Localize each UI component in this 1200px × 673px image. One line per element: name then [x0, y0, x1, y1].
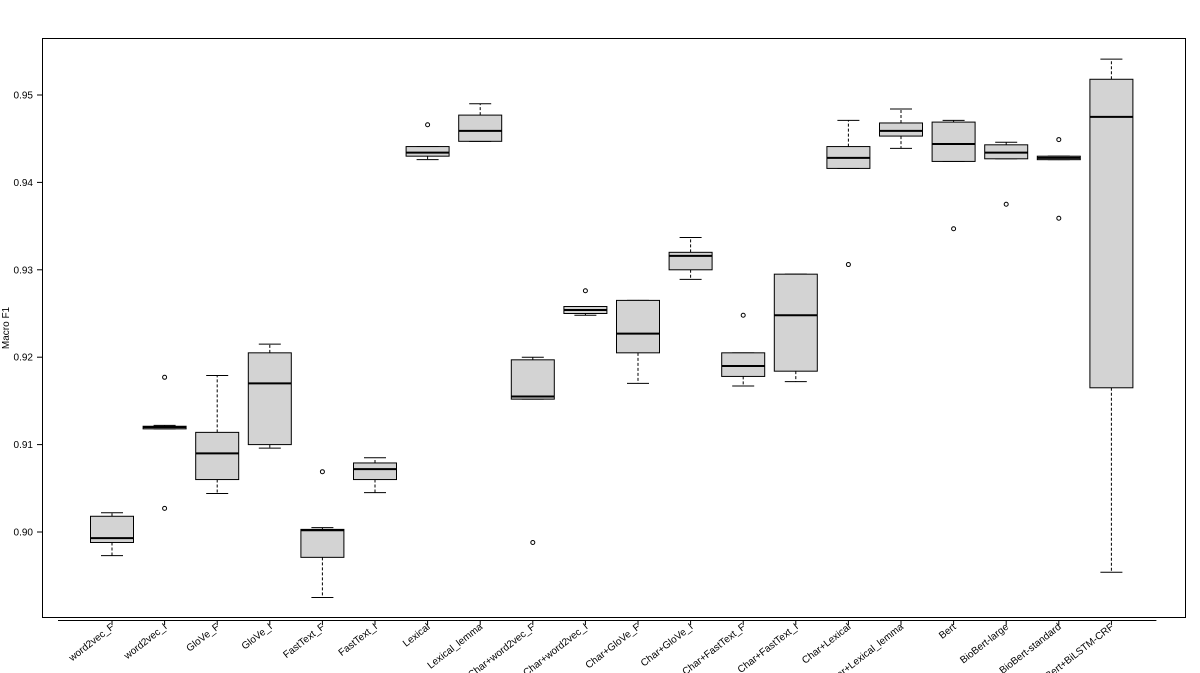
- y-axis-title: Macro F1: [1, 306, 12, 349]
- box-group: [563, 288, 608, 316]
- iqr-box: [616, 299, 660, 354]
- iqr-box: [931, 121, 976, 162]
- outlier-point: [1056, 137, 1062, 143]
- outlier-point: [162, 374, 168, 380]
- outlier-point: [425, 122, 431, 128]
- x-tick-label: Bert: [937, 622, 958, 642]
- y-tick-label: 0.95: [14, 91, 34, 102]
- outlier-point: [530, 539, 536, 545]
- iqr-box: [247, 352, 292, 446]
- iqr-box: [879, 122, 923, 137]
- box-group: [195, 375, 240, 495]
- box-group: [773, 273, 818, 383]
- box-group: [142, 374, 187, 511]
- y-axis: 0.90 0.91 0.92 0.93 0.94 0.95: [14, 91, 42, 539]
- box-group: [353, 457, 397, 494]
- iqr-box: [773, 273, 818, 372]
- outlier-point: [1056, 215, 1062, 221]
- x-tick-label: FastText_F: [281, 622, 327, 661]
- x-axis: word2vec_F word2vec_I GloVe_F GloVe_I FastTe…: [58, 620, 1157, 673]
- box-group: [247, 343, 292, 449]
- box-group: [668, 236, 713, 280]
- iqr-box: [458, 114, 503, 142]
- iqr-box: [195, 431, 240, 481]
- x-tick-label: Char+GloVe_F: [584, 622, 643, 672]
- box-group: [879, 108, 923, 149]
- outlier-point: [951, 226, 957, 232]
- box-group: [405, 122, 450, 161]
- outlier-point: [582, 288, 588, 294]
- x-tick-label: Lexical: [401, 622, 432, 650]
- iqr-box: [405, 146, 450, 157]
- box-group: [1036, 137, 1081, 221]
- y-tick-label: 0.91: [14, 440, 34, 451]
- box-group: [458, 103, 503, 142]
- y-tick-label: 0.90: [14, 528, 34, 539]
- outlier-point: [845, 262, 851, 268]
- plot-frame: [42, 38, 1186, 618]
- iqr-box: [510, 359, 555, 400]
- outlier-point: [162, 505, 168, 511]
- y-tick-label: 0.92: [14, 353, 34, 364]
- x-tick-label: Char+GloVe_I: [639, 622, 696, 670]
- outlier-point: [740, 312, 746, 318]
- box-group: [721, 312, 766, 387]
- x-tick-label: word2vec_F: [66, 622, 116, 665]
- outlier-point: [319, 469, 325, 475]
- box-group: [1089, 58, 1134, 573]
- box-group: [826, 119, 871, 268]
- x-tick-label: word2vec_I: [122, 622, 170, 663]
- box-group: [984, 141, 1029, 207]
- y-tick-label: 0.93: [14, 265, 34, 276]
- iqr-box: [300, 528, 345, 558]
- x-tick-label: GloVe_I: [240, 622, 275, 653]
- iqr-box: [1089, 78, 1134, 389]
- outlier-point: [1003, 201, 1009, 207]
- iqr-box: [721, 352, 766, 377]
- box-group: [510, 356, 555, 545]
- x-tick-label: GloVe_F: [185, 622, 222, 655]
- box-group: [90, 512, 134, 557]
- box-group: [300, 469, 345, 599]
- x-tick-label: Char+Lexical: [800, 622, 853, 667]
- box-group: [616, 299, 660, 384]
- iqr-box: [353, 462, 397, 481]
- x-tick-label: BioBert-large: [958, 621, 1011, 666]
- boxes: [90, 58, 1134, 599]
- box-group: [931, 119, 976, 232]
- y-tick-label: 0.94: [14, 178, 34, 189]
- x-tick-label: FastText_I: [337, 622, 380, 659]
